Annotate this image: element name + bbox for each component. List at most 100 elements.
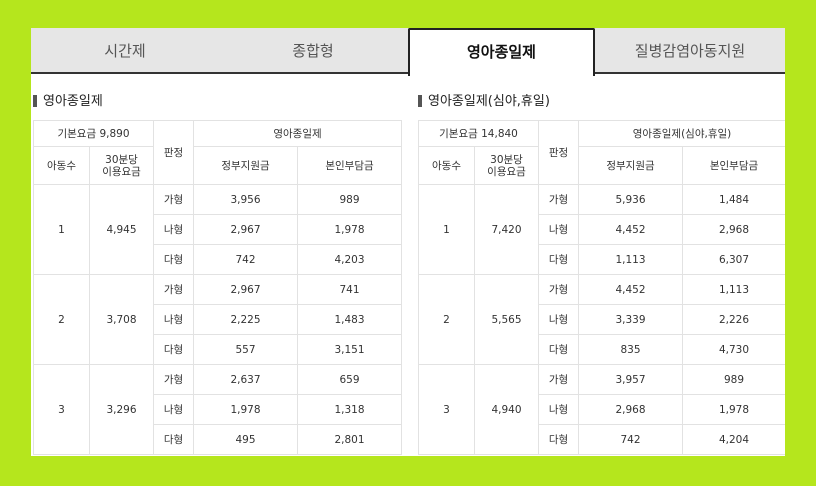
children-count-cell: 1 — [418, 184, 475, 275]
header-row: 기본요금 14,840 판정 영아종일제(심야,휴일) — [418, 120, 785, 185]
table-row: 다형 742 4,204 — [419, 424, 785, 455]
tab-sick-child-support[interactable]: 질병감염아동지원 — [634, 42, 746, 60]
self-pay-cell: 659 — [297, 364, 403, 395]
grade-cell: 나형 — [153, 214, 195, 245]
gov-support-cell: 3,339 — [578, 304, 683, 335]
grade-cell: 가형 — [153, 364, 195, 395]
base-fee-label: 기본요금 14,840 — [418, 120, 539, 147]
gov-support-cell: 5,936 — [578, 184, 683, 215]
grade-cell: 가형 — [153, 274, 195, 305]
self-pay-cell: 1,113 — [681, 274, 785, 305]
col-gov-header: 정부지원금 — [578, 146, 683, 185]
grade-cell: 다형 — [153, 424, 195, 455]
self-pay-cell: 2,801 — [297, 424, 403, 455]
self-pay-cell: 1,978 — [681, 394, 785, 425]
children-count-cell: 3 — [33, 364, 90, 455]
table-row: 나형 2,967 1,978 — [34, 214, 403, 245]
gov-support-cell: 742 — [578, 424, 683, 455]
grade-cell: 가형 — [538, 184, 579, 215]
gov-support-cell: 2,225 — [193, 304, 299, 335]
header-row: 아동수 30분당 이용요금 정부지원금 본인부담금 — [33, 146, 403, 185]
tab-hourly[interactable]: 시간제 — [104, 42, 146, 60]
self-pay-cell: 2,226 — [681, 304, 785, 335]
fee-per-30min-cell: 4,940 — [474, 364, 539, 455]
content-panel: 시간제 종합형 영아종일제 질병감염아동지원 영아종일제 기본요금 9,890 판… — [31, 28, 785, 456]
self-pay-cell: 989 — [297, 184, 403, 215]
children-count-cell: 3 — [418, 364, 475, 455]
table-row: 나형 1,978 1,318 — [34, 394, 403, 425]
table-row: 다형 835 4,730 — [419, 334, 785, 365]
header-row: 기본요금 9,890 판정 영아종일제 — [32, 120, 403, 185]
table-row: 나형 3,339 2,226 — [419, 304, 785, 335]
col-children-header: 아동수 — [418, 146, 475, 185]
self-pay-cell: 4,204 — [681, 424, 785, 455]
title-marker — [33, 94, 37, 107]
table-row: 다형 742 4,203 — [34, 244, 403, 275]
col-children-header: 아동수 — [33, 146, 90, 185]
self-pay-cell: 1,978 — [297, 214, 403, 245]
group-header: 영아종일제(심야,휴일) — [577, 120, 785, 147]
table-row: 2 5,565 가형 4,452 1,113 — [418, 274, 785, 365]
tab-bar: 시간제 종합형 영아종일제 질병감염아동지원 — [31, 28, 785, 76]
fee-per-30min-cell: 3,296 — [88, 364, 155, 455]
children-count-cell: 2 — [418, 274, 475, 365]
table-row: 나형 4,452 2,968 — [419, 214, 785, 245]
table-row: 나형 2,968 1,978 — [419, 394, 785, 425]
col-fee-header: 30분당 이용요금 — [88, 146, 155, 185]
table-row: 다형 1,113 6,307 — [419, 244, 785, 275]
col-gov-header: 정부지원금 — [193, 146, 299, 185]
fee-per-30min-cell: 4,945 — [88, 184, 155, 275]
fee-per-30min-cell: 7,420 — [474, 184, 539, 275]
tab-comprehensive[interactable]: 종합형 — [292, 42, 334, 60]
gov-support-cell: 2,637 — [193, 364, 299, 395]
children-count-cell: 2 — [33, 274, 90, 365]
table-row: 1 4,945 가형 3,956 989 — [33, 184, 403, 275]
grade-cell: 가형 — [153, 184, 195, 215]
grade-cell: 나형 — [538, 394, 579, 425]
col-self-header: 본인부담금 — [297, 146, 403, 185]
table-row: 다형 557 3,151 — [34, 334, 403, 365]
table-row: 3 4,940 가형 3,957 989 — [418, 364, 785, 455]
table-row: 3 3,296 가형 2,637 659 — [33, 364, 403, 455]
header-row: 아동수 30분당 이용요금 정부지원금 본인부담금 — [418, 146, 785, 185]
fee-table-infant-night-holiday: 기본요금 14,840 판정 영아종일제(심야,휴일) 아동수 30분당 이용요금 정부지원… — [418, 120, 785, 455]
gov-support-cell: 2,968 — [578, 394, 683, 425]
grade-cell: 나형 — [153, 304, 195, 335]
self-pay-cell: 6,307 — [681, 244, 785, 275]
table-row: 2 3,708 가형 2,967 741 — [33, 274, 403, 365]
gov-support-cell: 835 — [578, 334, 683, 365]
fee-per-30min-cell: 3,708 — [88, 274, 155, 365]
col-fee-header: 30분당 이용요금 — [474, 146, 539, 185]
self-pay-cell: 4,730 — [681, 334, 785, 365]
gov-support-cell: 495 — [193, 424, 299, 455]
gov-support-cell: 557 — [193, 334, 299, 365]
self-pay-cell: 1,484 — [681, 184, 785, 215]
left-section-title: 영아종일제 — [33, 94, 103, 110]
gov-support-cell: 2,967 — [193, 214, 299, 245]
gov-support-cell: 3,957 — [578, 364, 683, 395]
gov-support-cell: 4,452 — [578, 214, 683, 245]
self-pay-cell: 4,203 — [297, 244, 403, 275]
title-marker — [418, 94, 422, 107]
grade-cell: 다형 — [538, 334, 579, 365]
grade-cell: 다형 — [153, 244, 195, 275]
grade-cell: 가형 — [538, 364, 579, 395]
base-fee-label: 기본요금 9,890 — [32, 120, 155, 147]
group-header: 영아종일제 — [193, 120, 403, 147]
fee-per-30min-cell: 5,565 — [474, 274, 539, 365]
self-pay-cell: 3,151 — [297, 334, 403, 365]
gov-support-cell: 2,967 — [193, 274, 299, 305]
table-row: 다형 495 2,801 — [34, 424, 403, 455]
self-pay-cell: 1,483 — [297, 304, 403, 335]
self-pay-cell: 2,968 — [681, 214, 785, 245]
self-pay-cell: 989 — [681, 364, 785, 395]
fee-table-infant-fullday: 기본요금 9,890 판정 영아종일제 아동수 30분당 이용요금 정부지원금 본인부담금 1 4… — [32, 120, 403, 455]
self-pay-cell: 741 — [297, 274, 403, 305]
right-section-title: 영아종일제(심야,휴일) — [418, 94, 550, 110]
grade-cell: 다형 — [153, 334, 195, 365]
grade-cell: 나형 — [538, 214, 579, 245]
grade-cell: 다형 — [538, 424, 579, 455]
gov-support-cell: 4,452 — [578, 274, 683, 305]
grade-cell: 다형 — [538, 244, 579, 275]
tab-infant-fullday[interactable]: 영아종일제 — [408, 28, 595, 76]
